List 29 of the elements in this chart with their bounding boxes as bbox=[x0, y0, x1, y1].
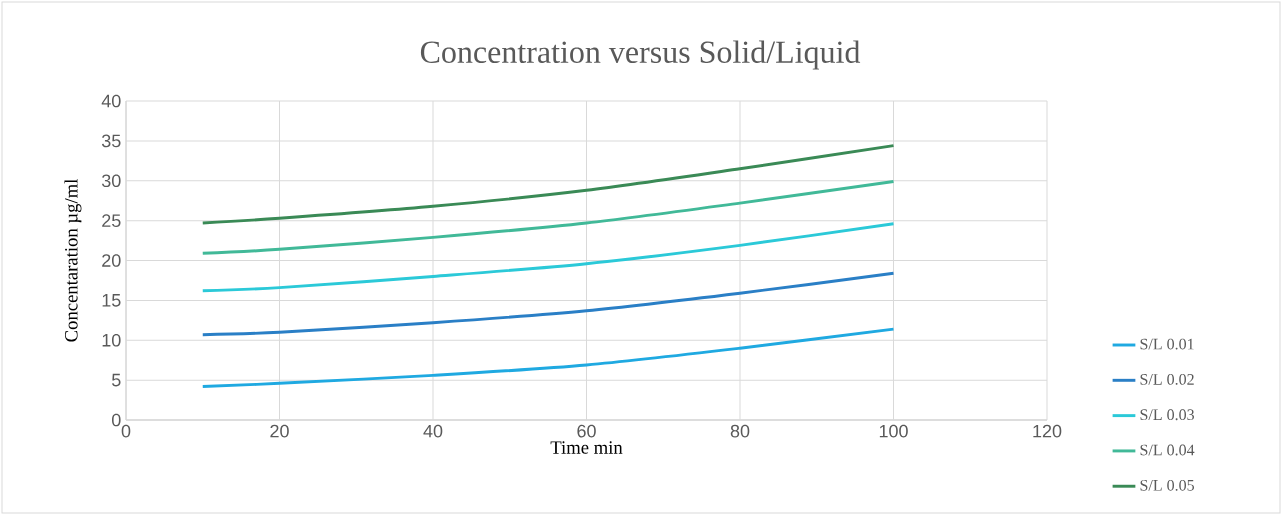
chart-title: Concentration versus Solid/Liquid bbox=[420, 40, 861, 70]
legend-label: S/L 0.04 bbox=[1140, 444, 1195, 456]
x-tick-label: 80 bbox=[730, 424, 750, 438]
y-axis-title: Concentaration µg/ml bbox=[64, 179, 82, 342]
line-series bbox=[201, 144, 895, 225]
y-tick-label: 10 bbox=[102, 333, 121, 347]
y-tick-label: 0 bbox=[111, 413, 121, 427]
y-tick-label: 25 bbox=[102, 214, 121, 227]
x-tick-label: 60 bbox=[577, 424, 596, 438]
legend-label: S/L 0.02 bbox=[1140, 373, 1194, 385]
x-tick-label: 20 bbox=[270, 424, 289, 438]
line-series bbox=[201, 222, 895, 293]
y-tick-label: 20 bbox=[102, 254, 121, 267]
line-series bbox=[201, 327, 895, 388]
legend-label: S/L 0.03 bbox=[1140, 409, 1194, 421]
line-series bbox=[201, 271, 895, 337]
legend-label: S/L 0.01 bbox=[1140, 338, 1194, 350]
y-tick-label: 40 bbox=[101, 94, 121, 108]
x-tick-label: 0 bbox=[121, 424, 131, 438]
x-tick-label: 120 bbox=[1033, 424, 1062, 438]
x-tick-label: 100 bbox=[879, 424, 908, 438]
x-axis-title: Time min bbox=[550, 441, 623, 454]
y-tick-label: 5 bbox=[111, 373, 121, 387]
y-tick-label: 35 bbox=[101, 134, 121, 148]
x-tick-label: 40 bbox=[423, 424, 443, 438]
legend-label: S/L 0.05 bbox=[1140, 479, 1194, 491]
line-series bbox=[201, 180, 895, 255]
y-tick-label: 30 bbox=[101, 174, 121, 188]
y-tick-label: 15 bbox=[102, 294, 121, 307]
